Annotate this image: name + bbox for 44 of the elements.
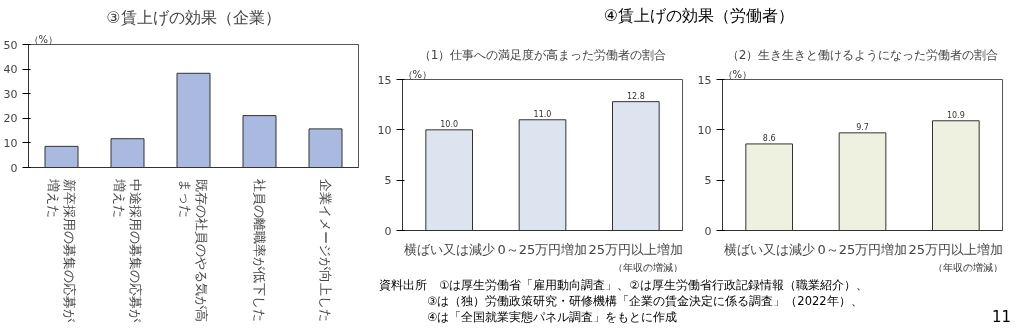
text: ④は「全国就業実態パネル調査」をもとに作成 (427, 310, 678, 324)
y-axis-title: （%） (402, 68, 433, 80)
chart-title: ④賃上げの効果（労働者） (602, 5, 796, 27)
y-tick-label: 0 (384, 224, 392, 238)
data-label: 12.8 (626, 91, 645, 101)
y-tick-label: 0 (704, 224, 712, 238)
y-tick-label: 20 (3, 112, 18, 126)
text: 資料出所 ①は厚生労働省「雇用動向調査」、②は厚生労働省行政記録情報（職業紹介）、 (379, 277, 869, 293)
x-tick-label: 社員の離職率が低下した (252, 178, 267, 322)
chart-subtitle: （1）仕事への満足度が高まった労働者の割合 (418, 47, 667, 62)
x-tick-label: 25万円以上増加 (588, 241, 684, 257)
y-tick-label: 10 (697, 123, 712, 137)
data-label: 11.0 (533, 109, 552, 119)
chart-subtitle: （2）生き生きと働けるようになった労働者の割合 (726, 47, 999, 62)
chart-title: ③賃上げの効果（企業） (106, 7, 281, 27)
y-tick-label: 15 (377, 73, 392, 87)
x-tick-label: 0～25万円増加 (497, 241, 588, 257)
y-axis-title: （%） (722, 68, 753, 80)
x-tick-label: 新卒採用の募集の応募が増えた (45, 177, 78, 323)
x-axis-title: （年収の増減） (932, 261, 1003, 273)
x-tick-label: 25万円以上増加 (908, 241, 1004, 257)
y-tick-label: 5 (704, 174, 712, 188)
x-tick-label: 既存の社員のやる気が高まった (177, 178, 210, 322)
y-tick-label: 5 (384, 174, 392, 188)
y-axis-title: （%） (28, 33, 59, 45)
data-label: 10.9 (946, 110, 965, 120)
x-tick-label: 横ばい又は減少 (403, 241, 495, 257)
x-tick-label: 横ばい又は減少 (723, 241, 815, 257)
x-tick-label: 中途採用の募集の応募が増えた (111, 177, 144, 323)
y-tick-label: 10 (377, 123, 392, 137)
data-label: 10.0 (440, 119, 459, 129)
y-tick-label: 50 (3, 38, 18, 52)
text: ③は（独）労働政策研究・研修機構「企業の賃金決定に係る調査」（2022年）、 (426, 293, 864, 309)
y-tick-label: 0 (10, 161, 18, 175)
y-tick-label: 40 (3, 63, 18, 77)
x-tick-label: 企業イメージが向上した (318, 178, 333, 322)
y-tick-label: 30 (3, 87, 18, 101)
y-tick-label: 10 (3, 136, 18, 150)
data-label: 8.6 (762, 133, 776, 143)
x-tick-label: 0～25万円増加 (817, 241, 908, 257)
data-label: 9.7 (856, 122, 869, 132)
text: 11 (991, 308, 1011, 326)
y-tick-label: 15 (697, 73, 712, 87)
x-axis-title: （年収の増減） (612, 261, 683, 273)
